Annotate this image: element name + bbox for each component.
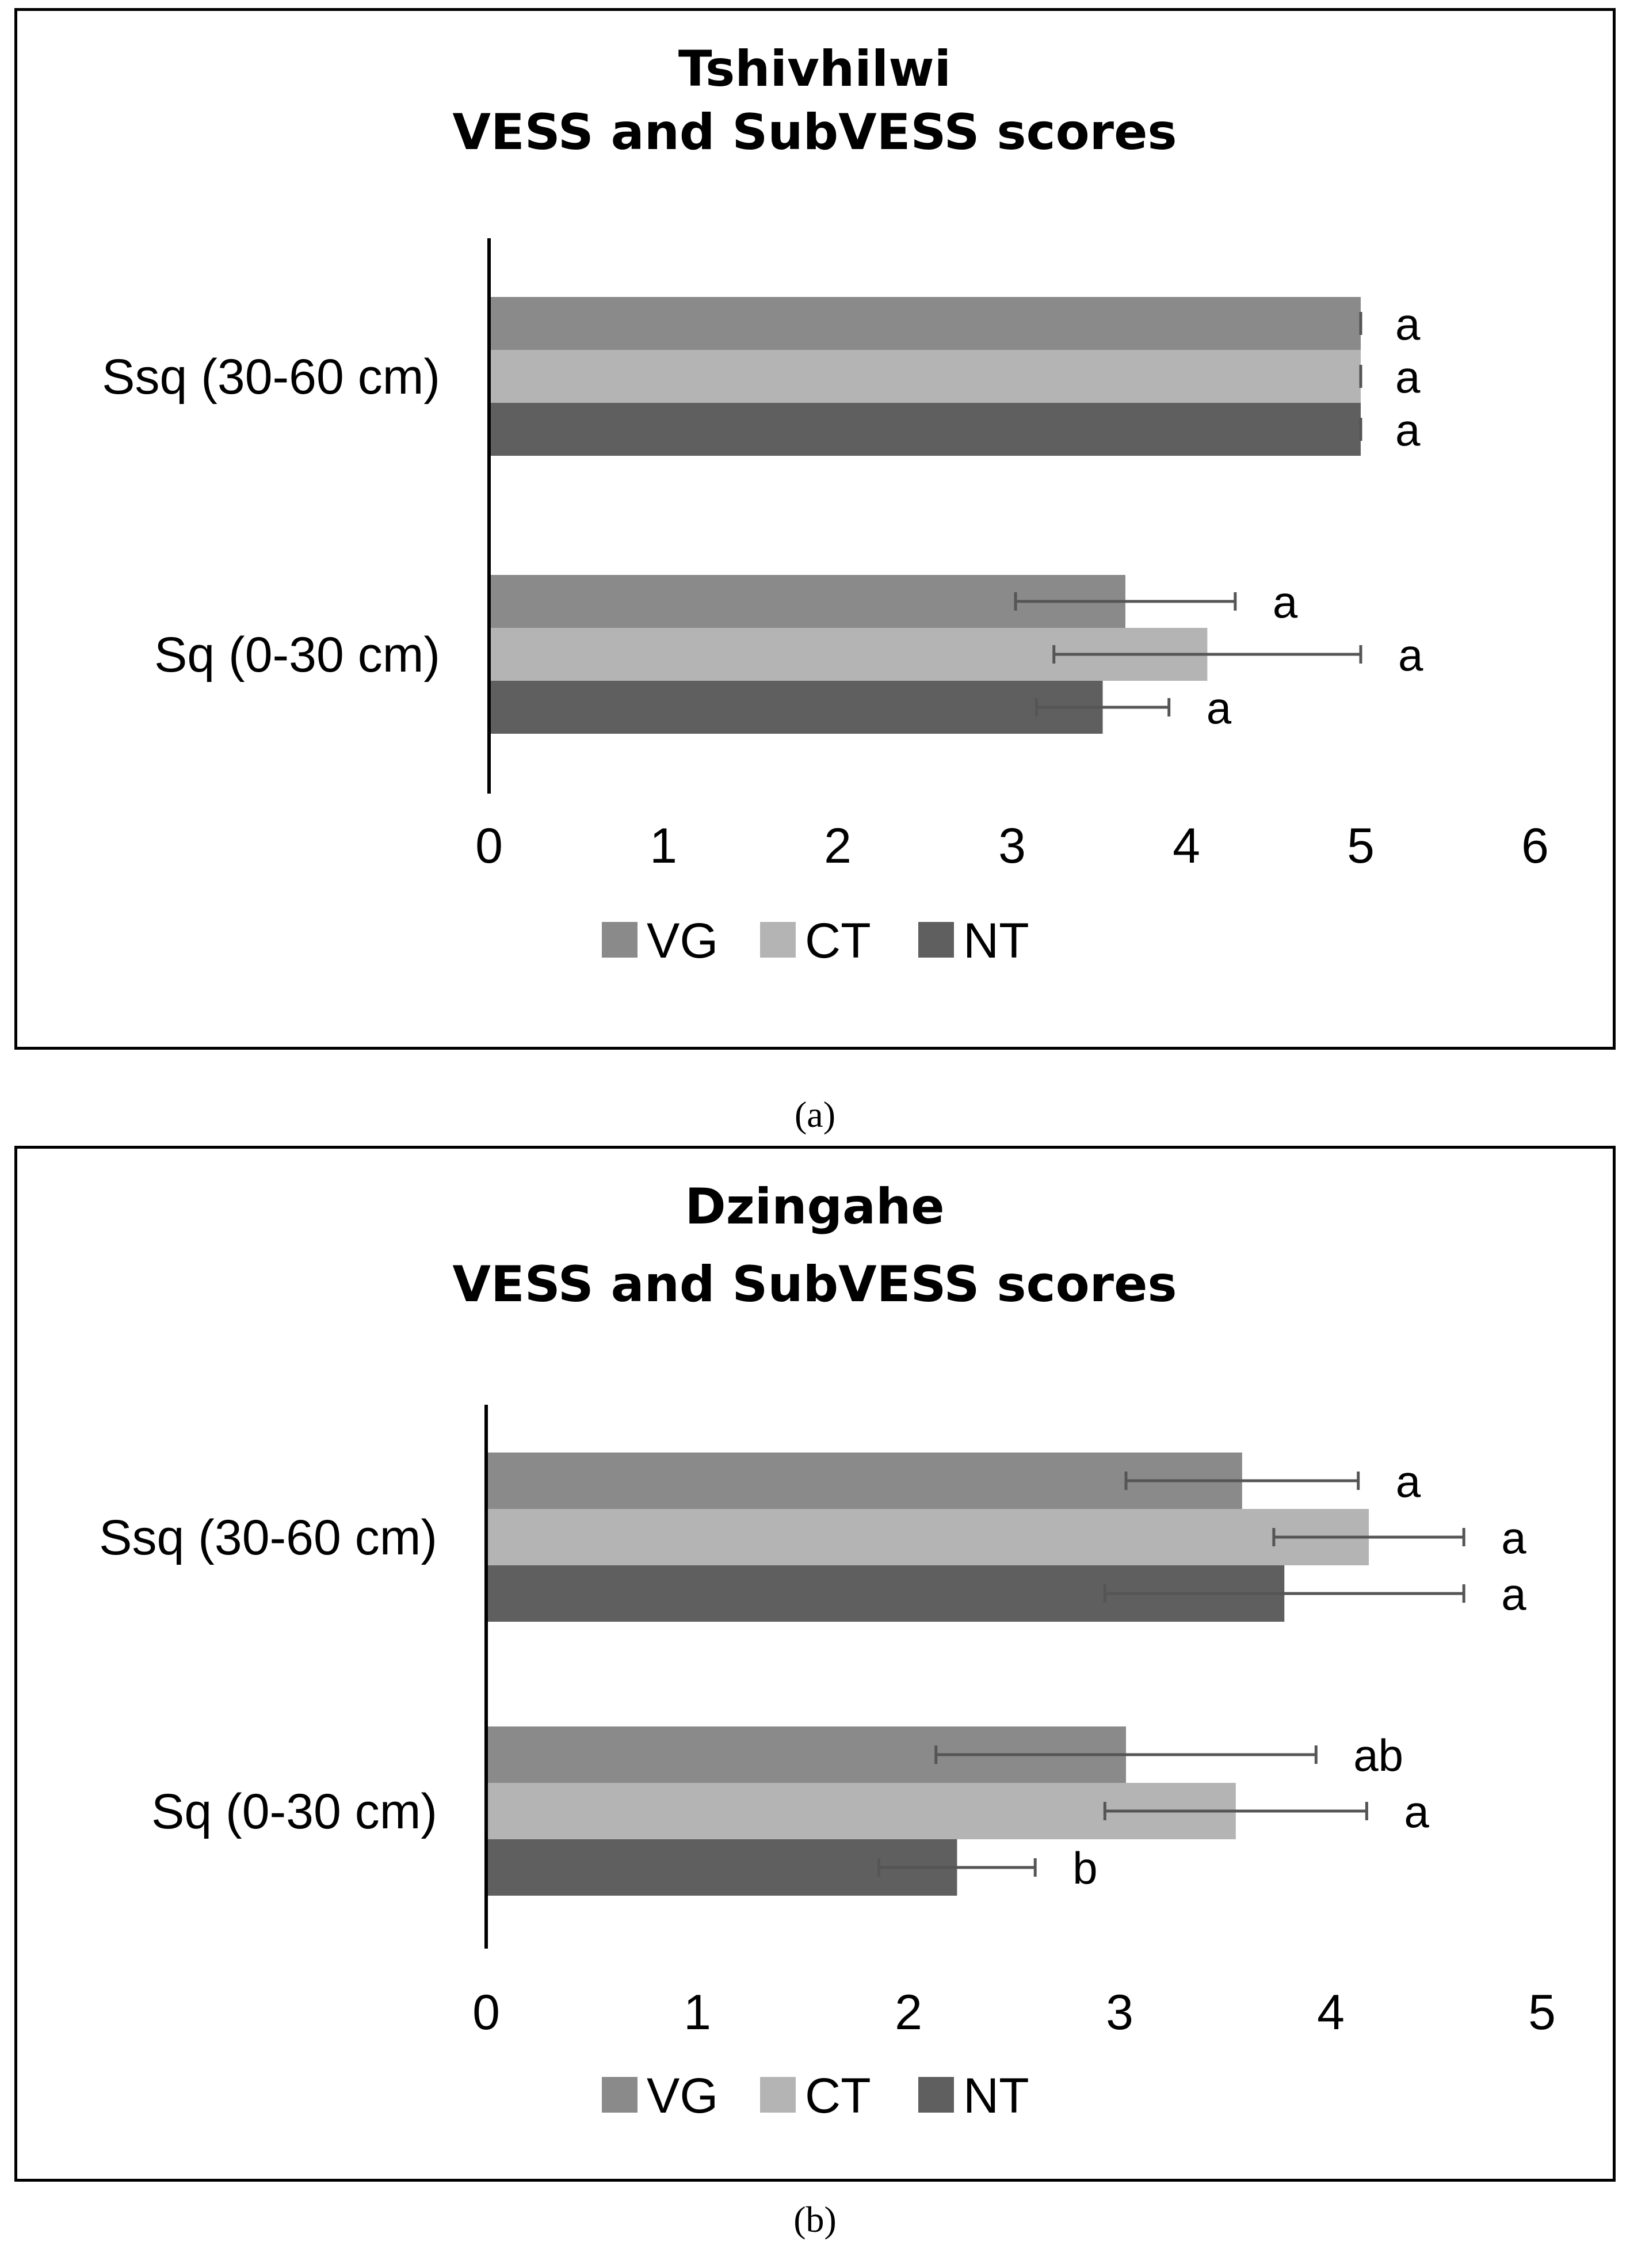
x-tick-label: 3 — [998, 818, 1026, 874]
legend-label-nt: NT — [963, 913, 1029, 969]
legend-swatch-ct — [760, 2077, 796, 2113]
caption-a: (a) — [794, 1094, 836, 1135]
chart-svg-dzingahe: Dzingahe VESS and SubVESS scores Ssq (30-6… — [99, 1178, 1556, 2124]
x-tick-label: 2 — [824, 818, 852, 874]
bar-vg — [489, 297, 1361, 350]
legend-swatch-nt — [918, 922, 954, 958]
legend-swatch-vg — [602, 922, 638, 958]
legend-swatch-vg — [602, 2077, 638, 2113]
chart-subtitle: VESS and SubVESS scores — [452, 1256, 1177, 1313]
x-tick-label: 5 — [1528, 1985, 1556, 2040]
legend-label-vg: VG — [647, 2068, 718, 2124]
legend-swatch-nt — [918, 2077, 954, 2113]
category-label: Ssq (30-60 cm) — [102, 349, 440, 405]
significance-label: a — [1404, 1786, 1429, 1837]
significance-label: a — [1207, 683, 1232, 733]
category-label: Sq (0-30 cm) — [154, 627, 440, 683]
legend-label-ct: CT — [805, 913, 871, 969]
x-tick-label: 0 — [472, 1985, 500, 2040]
significance-label: a — [1398, 630, 1423, 680]
chart-panel-tshivhilwi: Tshivhilwi VESS and SubVESS scores Ssq (30… — [14, 8, 1616, 1050]
significance-label: a — [1395, 352, 1421, 402]
x-tick-label: 4 — [1173, 818, 1200, 874]
bar-vg — [486, 1453, 1242, 1509]
significance-label: ab — [1353, 1730, 1403, 1781]
x-tick-label: 4 — [1317, 1985, 1345, 2040]
x-tick-label: 1 — [650, 818, 677, 874]
legend-label-vg: VG — [647, 913, 718, 969]
bar-nt — [489, 403, 1361, 456]
chart-title: Tshivhilwi — [678, 40, 951, 98]
x-tick-label: 6 — [1521, 818, 1549, 874]
legend-swatch-ct — [760, 922, 796, 958]
x-tick-label: 3 — [1106, 1985, 1133, 2040]
significance-label: a — [1395, 405, 1421, 455]
significance-label: a — [1396, 1456, 1421, 1507]
chart-subtitle: VESS and SubVESS scores — [452, 104, 1177, 161]
significance-label: a — [1501, 1569, 1526, 1619]
chart-panel-dzingahe: Dzingahe VESS and SubVESS scores Ssq (30-6… — [14, 1146, 1616, 2182]
bar-ct — [489, 350, 1361, 403]
category-label: Ssq (30-60 cm) — [99, 1510, 437, 1565]
chart-svg-tshivhilwi: Tshivhilwi VESS and SubVESS scores Ssq (30… — [102, 40, 1549, 969]
significance-label: a — [1273, 577, 1298, 627]
x-tick-label: 1 — [684, 1985, 711, 2040]
significance-label: a — [1501, 1512, 1526, 1563]
bar-ct — [486, 1509, 1369, 1565]
bar-nt — [489, 681, 1103, 734]
x-tick-label: 5 — [1347, 818, 1375, 874]
x-tick-label: 2 — [895, 1985, 922, 2040]
legend-label-nt: NT — [963, 2068, 1029, 2124]
x-tick-label: 0 — [475, 818, 503, 874]
caption-b: (b) — [793, 2199, 837, 2240]
significance-label: b — [1072, 1843, 1097, 1893]
chart-title: Dzingahe — [685, 1178, 944, 1236]
significance-label: a — [1395, 299, 1421, 349]
legend-label-ct: CT — [805, 2068, 871, 2124]
category-label: Sq (0-30 cm) — [151, 1784, 437, 1839]
